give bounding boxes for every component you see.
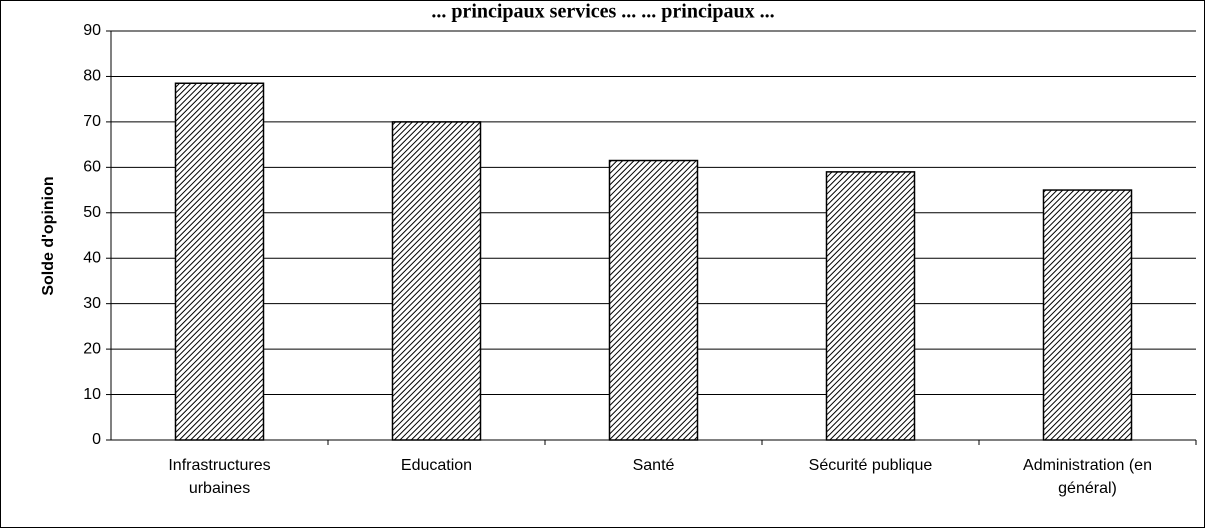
y-axis-title: Solde d'opinion (40, 176, 57, 295)
y-tick-label: 10 (83, 386, 101, 403)
category-label: Infrastructures urbaines (168, 457, 270, 497)
bar (608, 159, 699, 441)
bar (391, 121, 482, 441)
category-label-line: général) (1058, 480, 1117, 497)
category-label-line: Santé (633, 457, 675, 474)
category-label: Education (401, 457, 472, 474)
bar (825, 171, 916, 441)
y-tick-label: 80 (83, 68, 101, 85)
bars (174, 82, 1133, 441)
y-tick-labels: 0 10 20 30 40 50 60 70 80 90 (83, 22, 101, 448)
category-label-line: Education (401, 457, 472, 474)
category-label-line: Administration (en (1023, 457, 1152, 474)
chart-title: ... principaux services ... ... principa… (431, 1, 774, 23)
bar (174, 82, 265, 441)
y-tick-label: 40 (83, 249, 101, 266)
y-tick-label: 50 (83, 204, 101, 221)
y-tick-label: 30 (83, 295, 101, 312)
y-tick-label: 90 (83, 22, 101, 39)
category-label: Santé (633, 457, 675, 474)
y-tick-label: 60 (83, 159, 101, 176)
y-tick-label: 20 (83, 340, 101, 357)
category-labels: Infrastructures urbaines Education Santé Séc… (168, 457, 1152, 497)
bar (1042, 189, 1133, 441)
category-label: Administration (en général) (1023, 457, 1152, 497)
y-tick-label: 70 (83, 113, 101, 130)
category-label-line: Sécurité publique (809, 457, 933, 474)
axes (106, 30, 1197, 445)
y-tick-label: 0 (92, 431, 101, 448)
category-label: Sécurité publique (809, 457, 933, 474)
category-label-line: urbaines (189, 480, 250, 497)
category-label-line: Infrastructures (168, 457, 270, 474)
